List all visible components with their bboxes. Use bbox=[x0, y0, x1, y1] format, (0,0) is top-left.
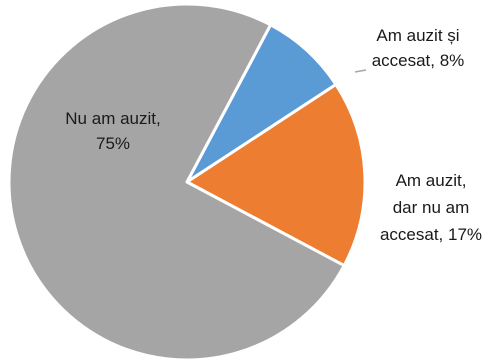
data-label-line: Nu am auzit, bbox=[65, 109, 160, 128]
data-label-line: dar nu am bbox=[393, 198, 470, 217]
data-label-heard-not-accessed: Am auzit, dar nu am accesat, 17% bbox=[380, 171, 482, 244]
data-label-line: Am auzit și bbox=[376, 26, 459, 45]
data-label-line: accesat, 8% bbox=[372, 51, 465, 70]
leader-line-heard-and-accessed bbox=[354, 69, 367, 73]
pie-slice-heard-and-accessed bbox=[185, 23, 338, 184]
pie-slices bbox=[7, 2, 367, 360]
data-label-line: 75% bbox=[96, 134, 130, 153]
pie-labels: Am auzit și accesat, 8% Am auzit, dar nu am… bbox=[65, 26, 482, 244]
data-label-line: accesat, 17% bbox=[380, 225, 482, 244]
data-label-not-heard: Nu am auzit, 75% bbox=[65, 109, 160, 153]
data-label-line: Am auzit, bbox=[396, 171, 467, 190]
pie-slice-not-heard bbox=[7, 2, 346, 360]
pie-slice-heard-not-accessed bbox=[185, 83, 367, 268]
data-label-heard-and-accessed: Am auzit și accesat, 8% bbox=[372, 26, 465, 70]
